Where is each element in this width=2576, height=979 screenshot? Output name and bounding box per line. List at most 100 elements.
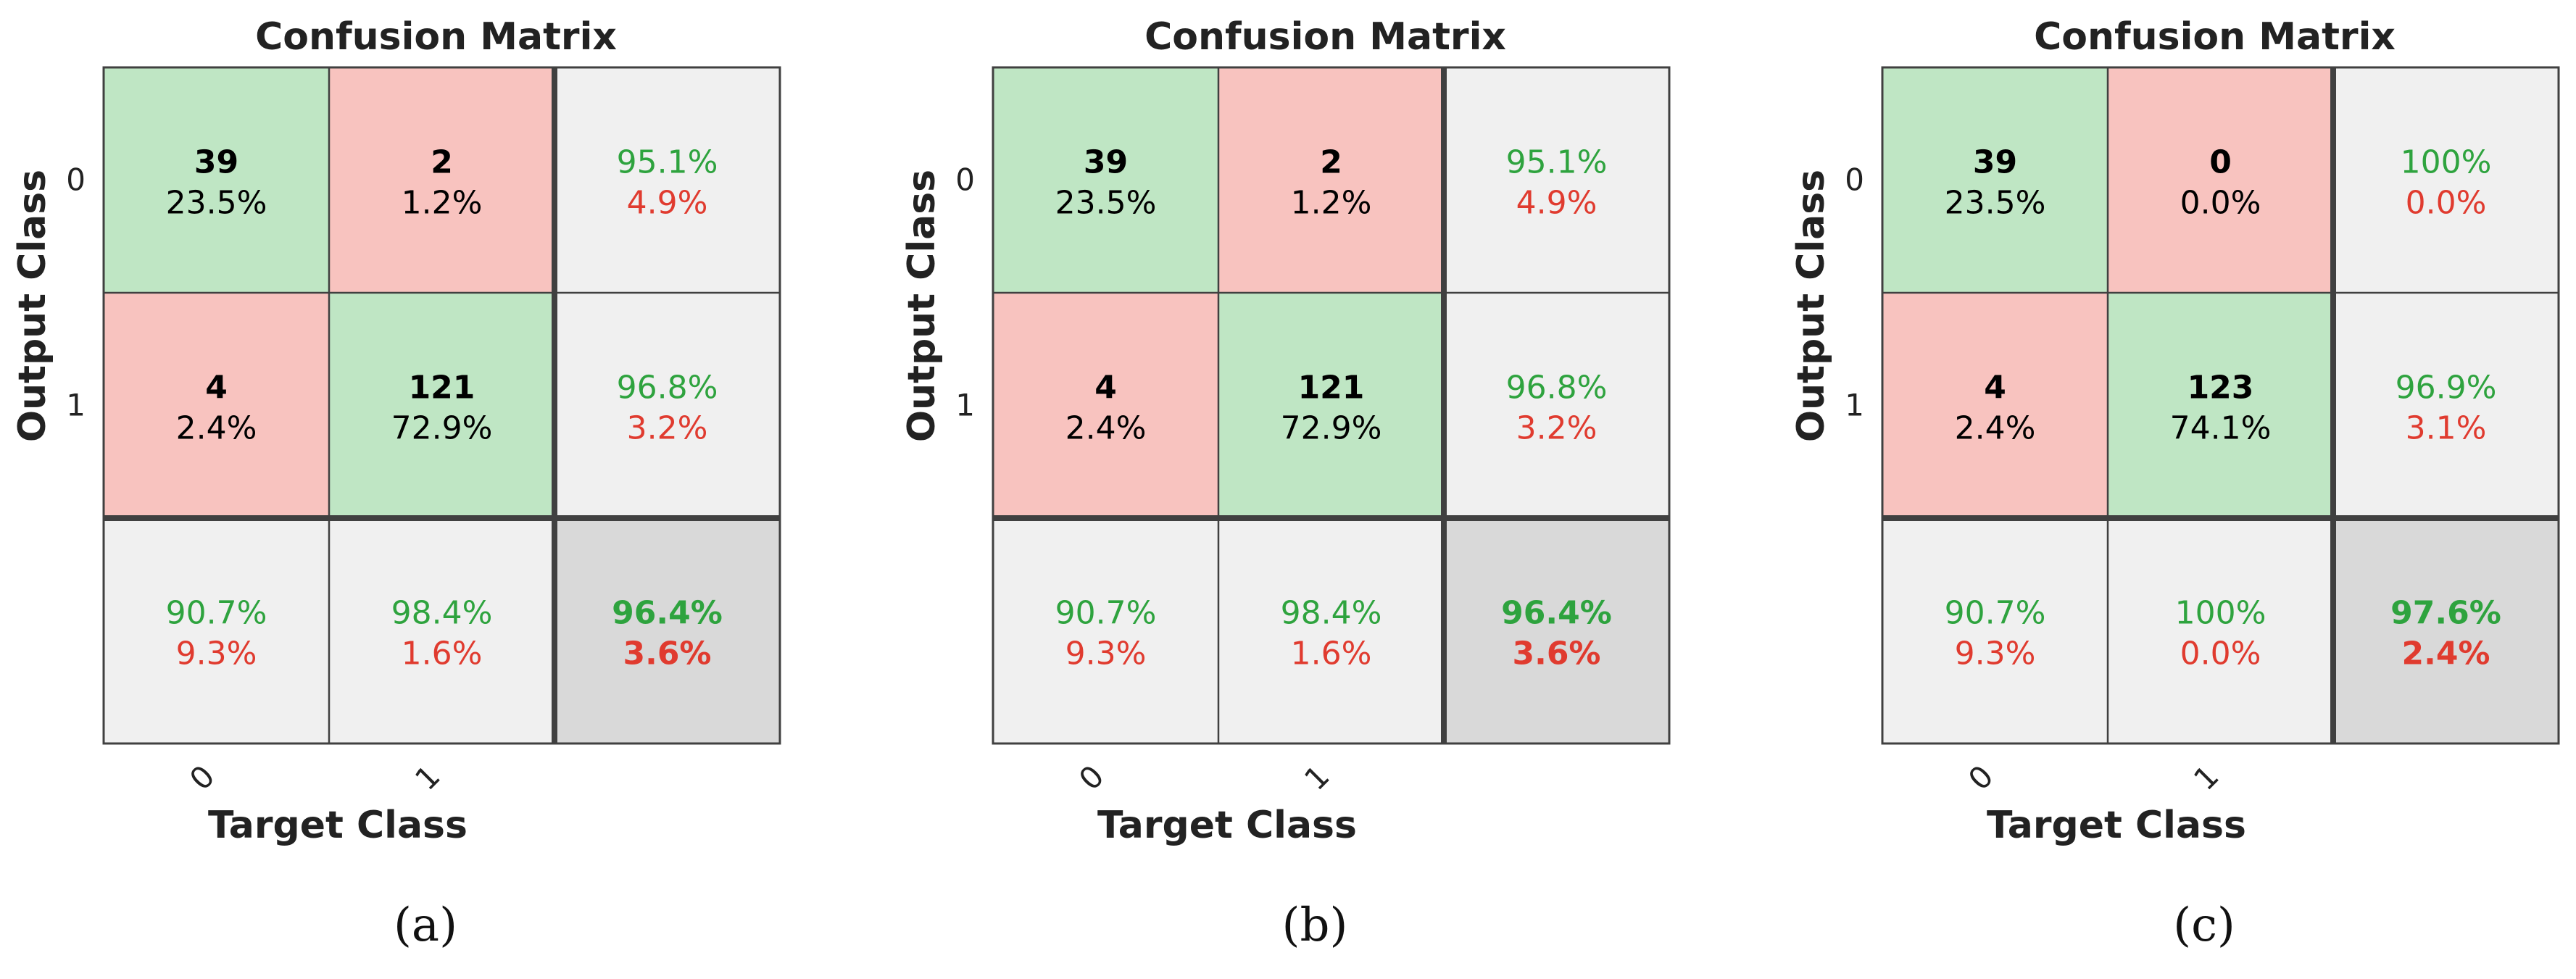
confusion-matrix-chart-a: 3923.5%21.2%42.4%12172.9%95.1%4.9%96.8%3… [11,15,781,847]
col-recall-label-1: 100% [2175,595,2267,632]
y-tick-label-0: 0 [955,162,975,198]
count-label-1-0: 4 [1094,370,1117,407]
cell-col-summary-0 [104,518,329,743]
x-tick-label-1: 1 [1297,758,1337,797]
y-tick-label-1: 1 [66,388,86,423]
cell-col-summary-0 [1882,518,2108,743]
cell-row-summary-1 [1444,293,1669,518]
percent-label-1-1: 74.1% [2170,410,2272,447]
count-label-0-1: 0 [2209,144,2232,181]
row-precision-label-1: 96.8% [1506,370,1608,407]
percent-label-0-0: 23.5% [166,185,267,222]
chart-title: Confusion Matrix [255,15,617,59]
percent-label-1-1: 72.9% [1281,410,1382,447]
row-error-label-0: 0.0% [2406,185,2487,222]
cell-overall [2333,518,2559,743]
col-recall-label-1: 98.4% [1281,595,1382,632]
cell-overall [554,518,780,743]
panel-caption-c: (c) [2173,899,2235,952]
row-error-label-0: 4.9% [1516,185,1597,222]
y-tick-label-1: 1 [1845,388,1864,423]
cell-row-summary-0 [2333,67,2559,293]
cell-row-summary-1 [2333,293,2559,518]
matrix-border [102,66,781,745]
cell-0-0 [104,67,329,293]
row-precision-label-0: 95.1% [617,144,718,181]
count-label-1-1: 121 [1298,370,1365,407]
count-label-0-1: 2 [431,144,453,181]
col-error-label-1: 0.0% [2180,636,2261,672]
overall-accuracy-label: 97.6% [2390,595,2501,632]
y-tick-label-0: 0 [1845,162,1864,198]
matrix-border [992,66,1671,745]
count-label-1-1: 123 [2187,370,2254,407]
matrix-border [1881,66,2560,745]
cell-1-0 [104,293,329,518]
chart-title: Confusion Matrix [1144,15,1506,59]
cell-0-0 [993,67,1218,293]
row-precision-label-1: 96.9% [2396,370,2497,407]
overall-accuracy-label: 96.4% [1501,595,1612,632]
row-error-label-1: 3.1% [2406,410,2487,447]
cell-1-1 [329,293,554,518]
percent-label-0-0: 23.5% [1055,185,1157,222]
percent-label-0-0: 23.5% [1945,185,2046,222]
count-label-1-0: 4 [205,370,228,407]
count-label-0-0: 39 [194,144,238,181]
confusion-matrix-panel-c: 39 23.5% 0 0.0% 4 2.4% 123 74.1% 100% 0.0% 96.9% 3.… [1779,0,2576,979]
cell-col-summary-1 [329,518,554,743]
percent-label-0-1: 0.0% [2180,185,2261,222]
chart-title: Confusion Matrix [2034,15,2396,59]
y-axis-label: Output Class [11,170,54,442]
y-tick-label-1: 1 [955,388,975,423]
col-recall-label-1: 98.4% [391,595,493,632]
count-label-1-0: 4 [1984,370,2006,407]
y-axis-label: Output Class [1790,170,1833,442]
col-error-label-0: 9.3% [1065,636,1147,672]
row-precision-label-0: 95.1% [1506,144,1608,181]
overall-error-label: 3.6% [623,636,711,672]
col-error-label-0: 9.3% [176,636,257,672]
confusion-matrix-chart-c: 3923.5%00.0%42.4%12374.1%100%0.0%96.9%3.… [1790,15,2560,847]
x-axis-label: Target Class [1097,804,1357,847]
panel-caption-a: (a) [393,899,458,952]
col-error-label-1: 1.6% [1291,636,1372,672]
row-error-label-0: 4.9% [627,185,708,222]
col-error-label-1: 1.6% [402,636,483,672]
col-recall-label-0: 90.7% [166,595,267,632]
row-precision-label-1: 96.8% [617,370,718,407]
cell-row-summary-0 [1444,67,1669,293]
x-axis-label: Target Class [1987,804,2246,847]
x-tick-label-0: 0 [183,758,222,797]
y-tick-label-0: 0 [66,162,86,198]
confusion-matrix-panel-b: 39 23.5% 2 1.2% 4 2.4% 121 72.9% 95.1% 4.9% 96.8% 3… [889,0,1687,979]
cell-col-summary-0 [993,518,1218,743]
x-tick-label-1: 1 [2187,758,2226,797]
cell-0-1 [1218,67,1444,293]
x-tick-label-1: 1 [408,758,447,797]
cell-row-summary-0 [554,67,780,293]
percent-label-1-0: 2.4% [1065,410,1147,447]
percent-label-1-1: 72.9% [391,410,493,447]
x-tick-label-0: 0 [1072,758,1111,797]
row-precision-label-0: 100% [2401,144,2492,181]
percent-label-0-1: 1.2% [1291,185,1372,222]
row-error-label-1: 3.2% [627,410,708,447]
cell-1-1 [1218,293,1444,518]
cell-row-summary-1 [554,293,780,518]
percent-label-1-0: 2.4% [1955,410,2036,447]
cell-overall [1444,518,1669,743]
percent-label-1-0: 2.4% [176,410,257,447]
cell-0-1 [329,67,554,293]
col-recall-label-0: 90.7% [1945,595,2046,632]
count-label-0-1: 2 [1320,144,1342,181]
panel-caption-b: (b) [1281,899,1348,952]
x-tick-label-0: 0 [1961,758,2000,797]
overall-accuracy-label: 96.4% [612,595,723,632]
row-error-label-1: 3.2% [1516,410,1597,447]
cell-1-0 [993,293,1218,518]
count-label-0-0: 39 [1084,144,1128,181]
cell-0-1 [2108,67,2333,293]
confusion-matrix-panel-a: 39 23.5% 2 1.2% 4 2.4% 121 72.9% 95.1% 4.9% 96.8% 3… [0,0,797,979]
cell-1-0 [1882,293,2108,518]
